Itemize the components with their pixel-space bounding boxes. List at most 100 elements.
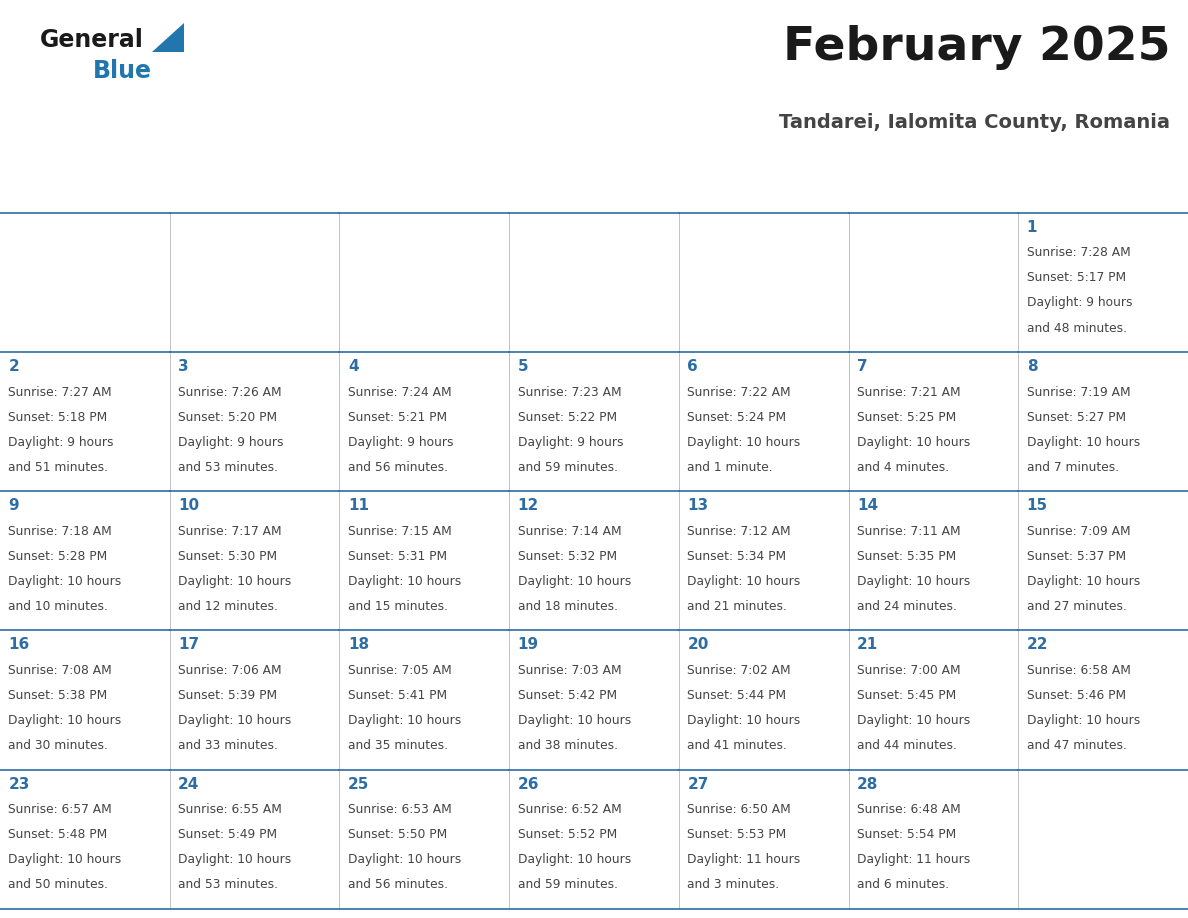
Text: Daylight: 10 hours: Daylight: 10 hours: [518, 714, 631, 727]
Text: Sunrise: 6:57 AM: Sunrise: 6:57 AM: [8, 803, 112, 816]
Text: 22: 22: [1026, 637, 1048, 653]
Text: Sunset: 5:38 PM: Sunset: 5:38 PM: [8, 688, 108, 702]
Text: Sunrise: 7:22 AM: Sunrise: 7:22 AM: [688, 386, 791, 398]
Text: 14: 14: [857, 498, 878, 513]
Text: and 50 minutes.: and 50 minutes.: [8, 879, 108, 891]
Text: Sunrise: 7:27 AM: Sunrise: 7:27 AM: [8, 386, 112, 398]
Text: Sunset: 5:24 PM: Sunset: 5:24 PM: [688, 410, 786, 423]
Text: Sunrise: 6:50 AM: Sunrise: 6:50 AM: [688, 803, 791, 816]
Text: and 56 minutes.: and 56 minutes.: [348, 461, 448, 474]
Text: 24: 24: [178, 777, 200, 791]
Text: 1: 1: [1026, 220, 1037, 235]
Text: Sunset: 5:52 PM: Sunset: 5:52 PM: [518, 828, 617, 841]
Text: Sunrise: 7:24 AM: Sunrise: 7:24 AM: [348, 386, 451, 398]
Text: and 51 minutes.: and 51 minutes.: [8, 461, 108, 474]
Text: Sunset: 5:28 PM: Sunset: 5:28 PM: [8, 550, 108, 563]
Text: Sunrise: 7:09 AM: Sunrise: 7:09 AM: [1026, 525, 1131, 538]
Text: Sunset: 5:54 PM: Sunset: 5:54 PM: [857, 828, 956, 841]
Text: Daylight: 10 hours: Daylight: 10 hours: [348, 853, 461, 867]
Text: 3: 3: [178, 359, 189, 375]
Text: 11: 11: [348, 498, 369, 513]
Text: Daylight: 10 hours: Daylight: 10 hours: [1026, 714, 1140, 727]
Text: and 59 minutes.: and 59 minutes.: [518, 879, 618, 891]
Text: Daylight: 10 hours: Daylight: 10 hours: [178, 575, 291, 588]
Text: Sunrise: 6:52 AM: Sunrise: 6:52 AM: [518, 803, 621, 816]
Text: 21: 21: [857, 637, 878, 653]
Text: 15: 15: [1026, 498, 1048, 513]
Text: Sunset: 5:27 PM: Sunset: 5:27 PM: [1026, 410, 1126, 423]
Text: 16: 16: [8, 637, 30, 653]
Text: Daylight: 9 hours: Daylight: 9 hours: [8, 436, 114, 449]
Text: 4: 4: [348, 359, 359, 375]
Text: Sunset: 5:39 PM: Sunset: 5:39 PM: [178, 688, 277, 702]
Text: and 4 minutes.: and 4 minutes.: [857, 461, 949, 474]
Text: Daylight: 10 hours: Daylight: 10 hours: [518, 853, 631, 867]
Text: 5: 5: [518, 359, 529, 375]
Text: 19: 19: [518, 637, 538, 653]
Text: Daylight: 10 hours: Daylight: 10 hours: [857, 714, 971, 727]
Text: Sunrise: 7:18 AM: Sunrise: 7:18 AM: [8, 525, 112, 538]
Text: 12: 12: [518, 498, 539, 513]
Text: 10: 10: [178, 498, 200, 513]
Text: and 47 minutes.: and 47 minutes.: [1026, 739, 1126, 752]
Text: Sunrise: 7:06 AM: Sunrise: 7:06 AM: [178, 664, 282, 677]
Text: Daylight: 10 hours: Daylight: 10 hours: [688, 575, 801, 588]
Text: Daylight: 10 hours: Daylight: 10 hours: [348, 714, 461, 727]
Text: and 53 minutes.: and 53 minutes.: [178, 879, 278, 891]
Text: Wednesday: Wednesday: [519, 184, 618, 199]
Text: 17: 17: [178, 637, 200, 653]
Text: Daylight: 9 hours: Daylight: 9 hours: [348, 436, 454, 449]
Text: 28: 28: [857, 777, 878, 791]
Text: 7: 7: [857, 359, 867, 375]
Text: Daylight: 11 hours: Daylight: 11 hours: [857, 853, 971, 867]
Text: Sunrise: 7:17 AM: Sunrise: 7:17 AM: [178, 525, 282, 538]
Text: Daylight: 10 hours: Daylight: 10 hours: [857, 575, 971, 588]
Text: Daylight: 9 hours: Daylight: 9 hours: [518, 436, 624, 449]
Text: and 3 minutes.: and 3 minutes.: [688, 879, 779, 891]
Text: Daylight: 9 hours: Daylight: 9 hours: [1026, 297, 1132, 309]
Text: Sunset: 5:46 PM: Sunset: 5:46 PM: [1026, 688, 1126, 702]
Text: Daylight: 9 hours: Daylight: 9 hours: [178, 436, 284, 449]
Text: Sunset: 5:32 PM: Sunset: 5:32 PM: [518, 550, 617, 563]
Text: Sunrise: 7:21 AM: Sunrise: 7:21 AM: [857, 386, 961, 398]
Text: 27: 27: [688, 777, 709, 791]
Text: Tuesday: Tuesday: [349, 184, 419, 199]
Text: and 27 minutes.: and 27 minutes.: [1026, 599, 1126, 613]
Text: Sunrise: 6:55 AM: Sunrise: 6:55 AM: [178, 803, 282, 816]
Text: Sunrise: 7:14 AM: Sunrise: 7:14 AM: [518, 525, 621, 538]
Text: Daylight: 10 hours: Daylight: 10 hours: [178, 853, 291, 867]
Text: and 1 minute.: and 1 minute.: [688, 461, 773, 474]
Text: and 48 minutes.: and 48 minutes.: [1026, 321, 1126, 334]
Text: Daylight: 10 hours: Daylight: 10 hours: [688, 436, 801, 449]
Text: Daylight: 10 hours: Daylight: 10 hours: [1026, 436, 1140, 449]
Text: Saturday: Saturday: [1029, 184, 1106, 199]
Text: 25: 25: [348, 777, 369, 791]
Text: Sunset: 5:20 PM: Sunset: 5:20 PM: [178, 410, 277, 423]
Text: Sunset: 5:50 PM: Sunset: 5:50 PM: [348, 828, 447, 841]
Text: Sunrise: 7:02 AM: Sunrise: 7:02 AM: [688, 664, 791, 677]
Text: and 59 minutes.: and 59 minutes.: [518, 461, 618, 474]
Text: Sunset: 5:21 PM: Sunset: 5:21 PM: [348, 410, 447, 423]
Text: Sunset: 5:49 PM: Sunset: 5:49 PM: [178, 828, 277, 841]
Text: Sunset: 5:34 PM: Sunset: 5:34 PM: [688, 550, 786, 563]
Text: Sunday: Sunday: [11, 184, 74, 199]
Text: Sunrise: 7:03 AM: Sunrise: 7:03 AM: [518, 664, 621, 677]
Text: Daylight: 10 hours: Daylight: 10 hours: [348, 575, 461, 588]
Text: Sunset: 5:18 PM: Sunset: 5:18 PM: [8, 410, 108, 423]
Text: Friday: Friday: [859, 184, 911, 199]
Text: Sunset: 5:30 PM: Sunset: 5:30 PM: [178, 550, 277, 563]
Text: Daylight: 10 hours: Daylight: 10 hours: [178, 714, 291, 727]
Text: Sunrise: 6:58 AM: Sunrise: 6:58 AM: [1026, 664, 1131, 677]
Polygon shape: [152, 23, 184, 52]
Text: and 24 minutes.: and 24 minutes.: [857, 599, 956, 613]
Text: Sunset: 5:41 PM: Sunset: 5:41 PM: [348, 688, 447, 702]
Text: and 18 minutes.: and 18 minutes.: [518, 599, 618, 613]
Text: Daylight: 10 hours: Daylight: 10 hours: [518, 575, 631, 588]
Text: 8: 8: [1026, 359, 1037, 375]
Text: Sunrise: 7:23 AM: Sunrise: 7:23 AM: [518, 386, 621, 398]
Text: Sunrise: 7:00 AM: Sunrise: 7:00 AM: [857, 664, 961, 677]
Text: Sunset: 5:48 PM: Sunset: 5:48 PM: [8, 828, 108, 841]
Text: 18: 18: [348, 637, 369, 653]
Text: Sunset: 5:42 PM: Sunset: 5:42 PM: [518, 688, 617, 702]
Text: Sunrise: 7:15 AM: Sunrise: 7:15 AM: [348, 525, 451, 538]
